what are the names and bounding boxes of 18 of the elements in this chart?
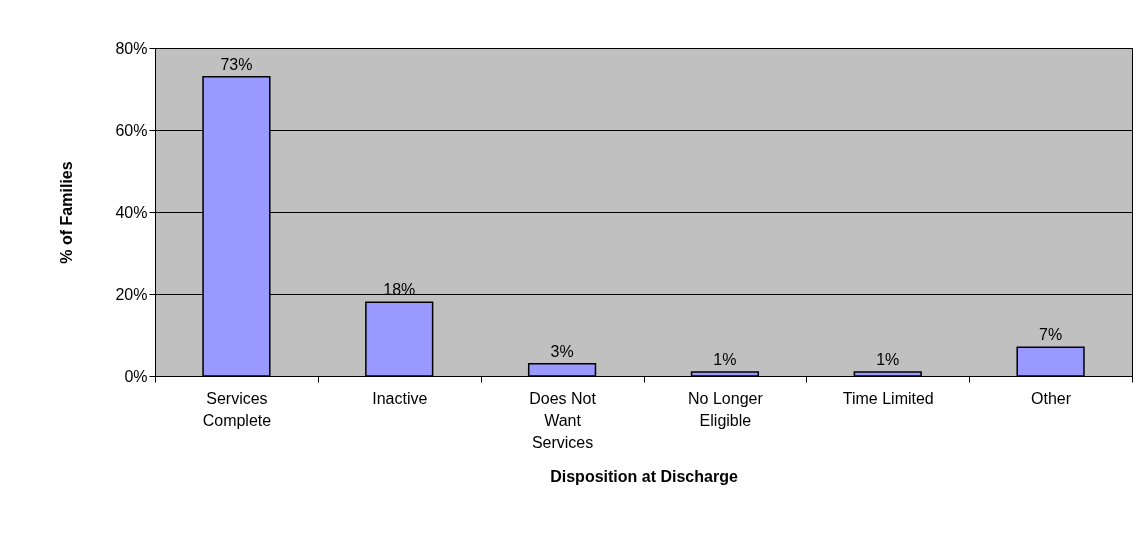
- x-axis-title: Disposition at Discharge: [550, 467, 738, 485]
- x-tick-label: Time Limited: [842, 389, 934, 407]
- data-label: 73%: [220, 55, 253, 73]
- data-label: 3%: [550, 342, 574, 360]
- x-tick-label: Other: [1031, 389, 1072, 407]
- x-tick-label: No Longer Eligible: [688, 389, 764, 429]
- y-tick-label: 60%: [115, 121, 148, 139]
- data-label: 7%: [1039, 326, 1063, 344]
- y-tick-label: 80%: [115, 39, 148, 57]
- y-tick-label: 20%: [115, 285, 148, 303]
- y-tick-label: 0%: [124, 367, 148, 385]
- x-tick-label: Does Not Want Services: [529, 389, 597, 451]
- x-tick-label: Services Complete: [202, 389, 272, 429]
- y-axis-title: % of Families: [58, 161, 76, 264]
- data-label: 1%: [876, 350, 900, 368]
- data-label: 1%: [713, 350, 737, 368]
- x-tick-label: Inactive: [372, 389, 428, 407]
- y-tick-label: 40%: [115, 203, 148, 221]
